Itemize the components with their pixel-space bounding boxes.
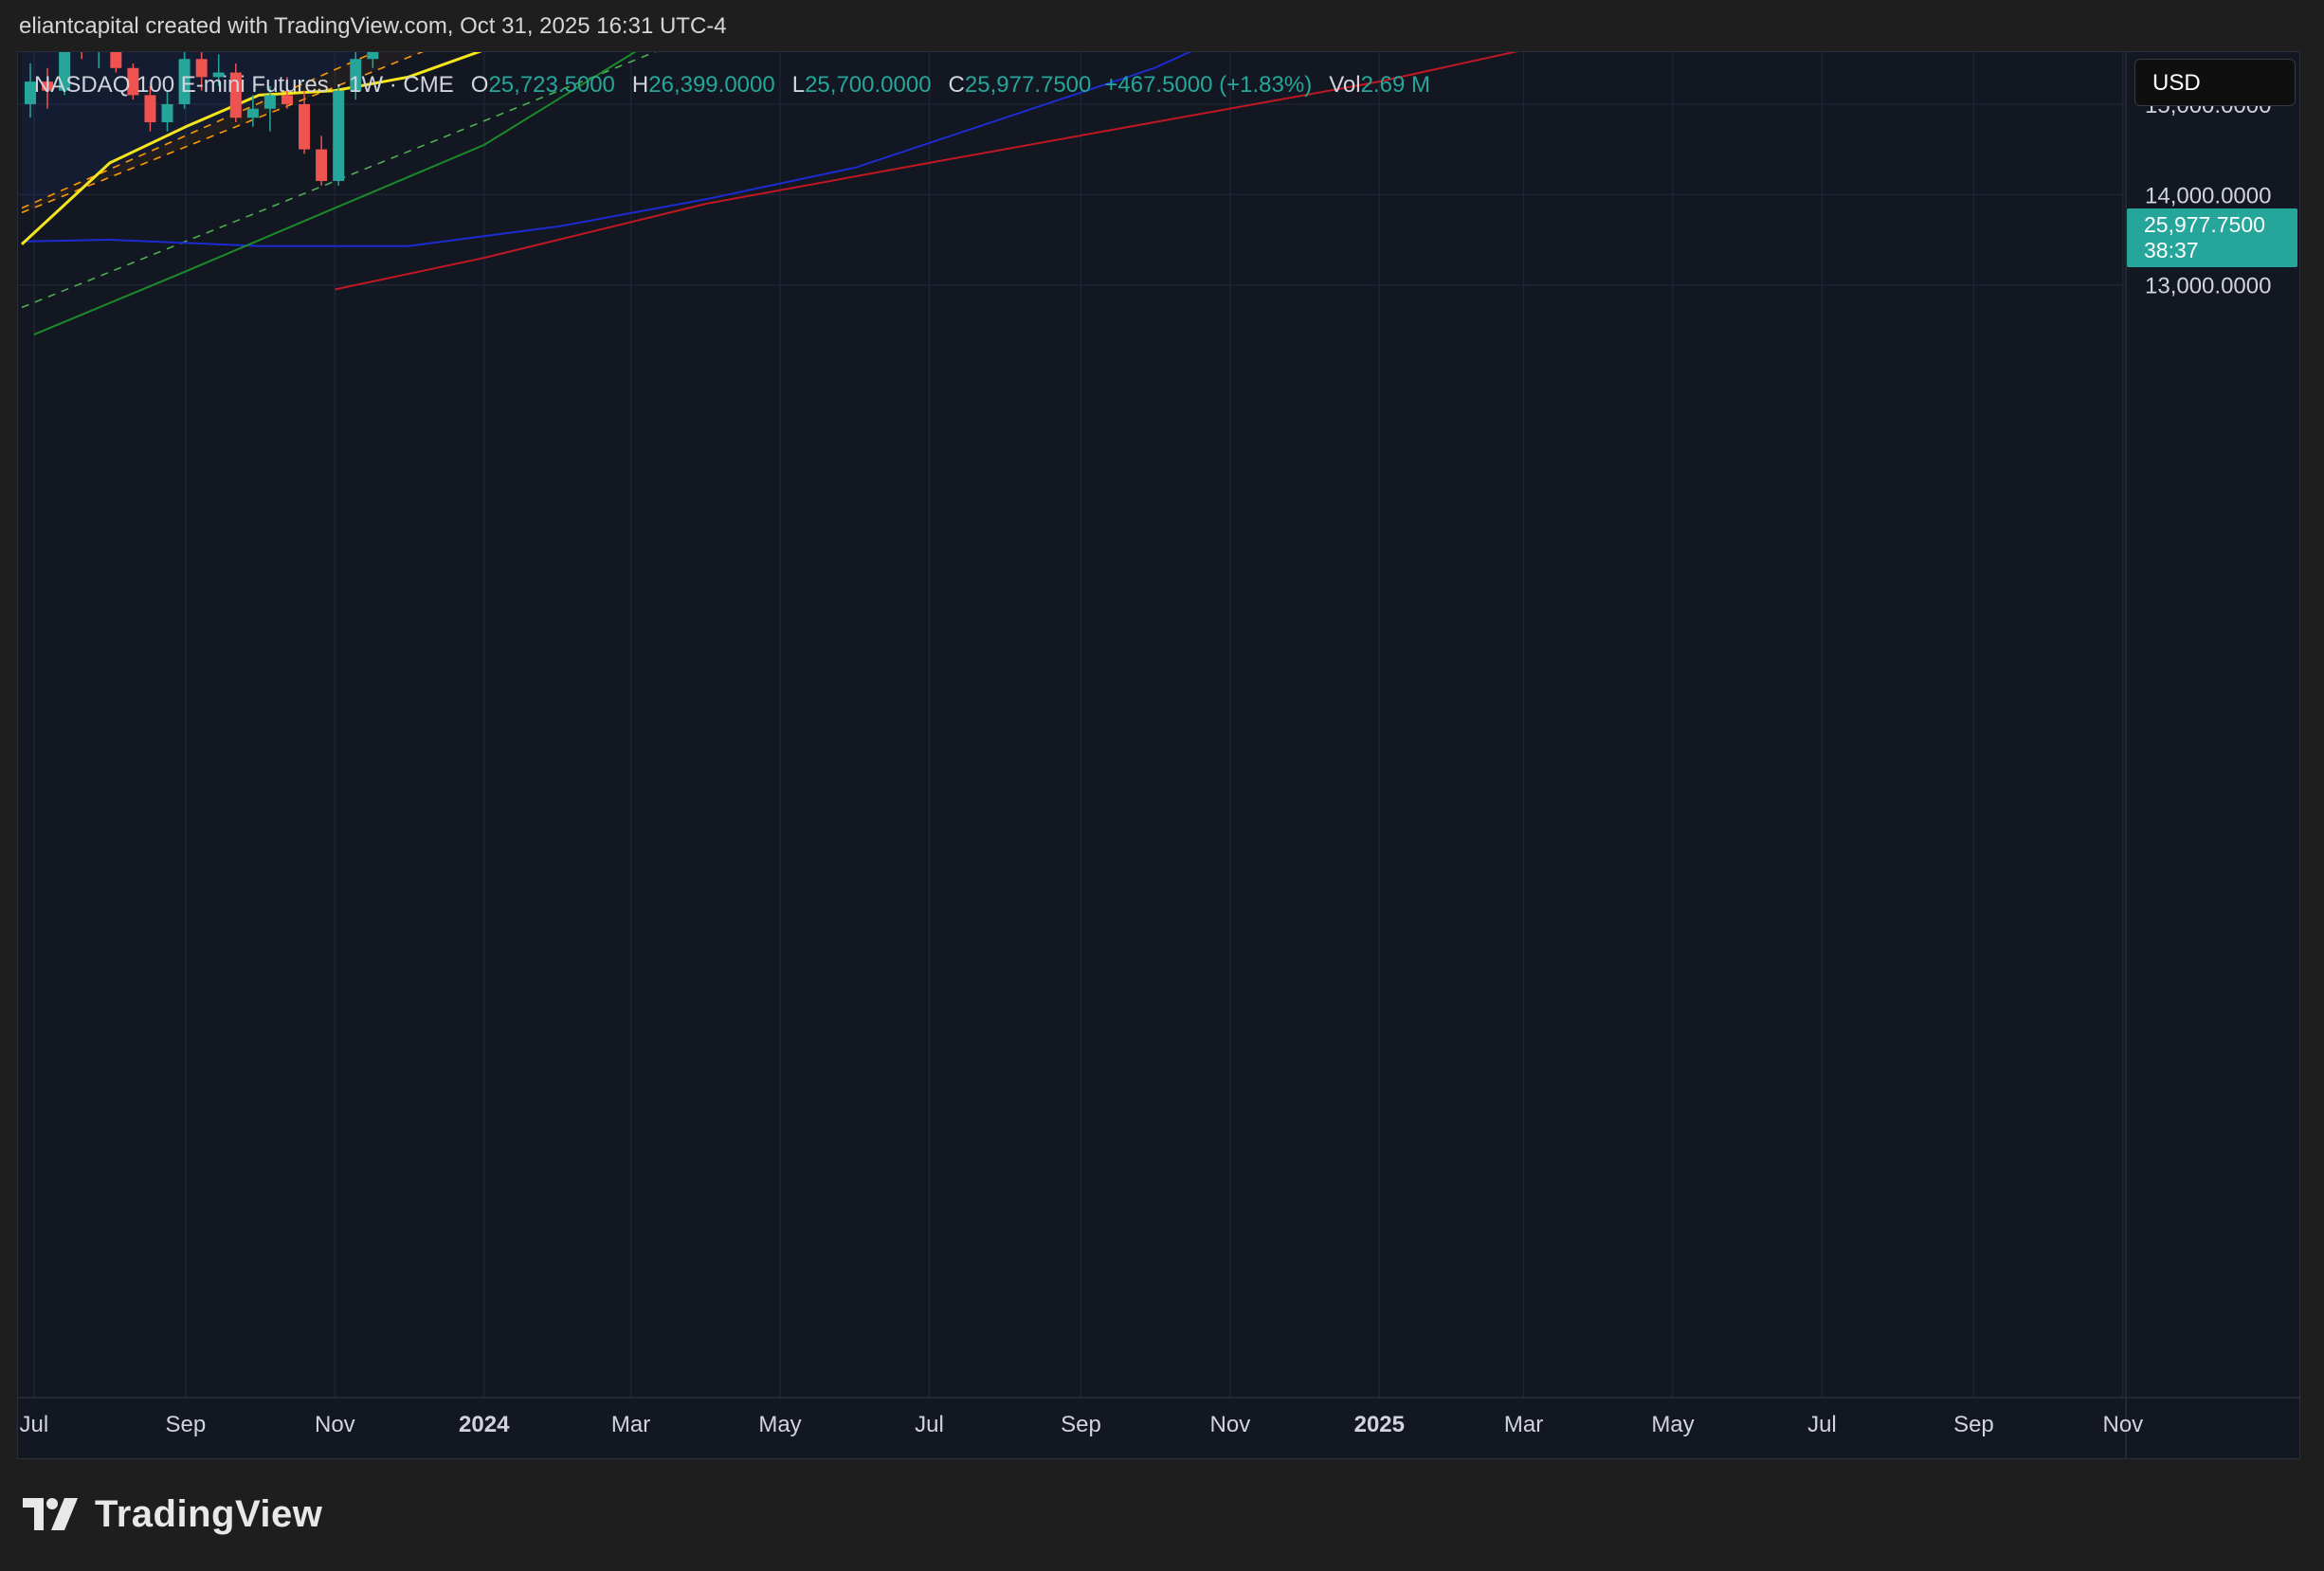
change-value: +467.5000 (+1.83%)	[1104, 72, 1313, 98]
moving-average-line	[33, 52, 637, 336]
candle-body	[178, 59, 191, 104]
x-tick-label: May	[1651, 1412, 1694, 1437]
candle	[367, 52, 379, 68]
candle-body	[367, 52, 379, 60]
candle-body	[281, 95, 293, 104]
open-label: O	[470, 72, 489, 98]
candle-body	[59, 52, 71, 91]
x-tick-label: Nov	[1210, 1412, 1251, 1437]
tradingview-brand[interactable]: TradingView	[23, 1491, 322, 1537]
moving-average-line	[21, 52, 1192, 247]
x-tick-label: Mar	[611, 1412, 650, 1437]
volume-label: Vol	[1329, 72, 1361, 98]
tradingview-logo-icon	[23, 1498, 78, 1530]
candlesticks	[25, 52, 379, 186]
candle-body	[195, 59, 208, 78]
candle	[246, 95, 259, 127]
x-tick-label: Jul	[20, 1412, 49, 1437]
moving-average-line	[20, 52, 482, 245]
candle	[110, 52, 122, 73]
candle-body	[229, 72, 242, 118]
candle	[281, 77, 293, 109]
close-label: C	[948, 72, 965, 98]
time-axis: Jul Sep Nov 2024 Mar May Jul Sep Nov 2025 Mar May Ju…	[20, 1412, 2144, 1437]
last-price-value: 25,977.7500	[2144, 212, 2265, 237]
open-value: 25,723.5000	[488, 72, 615, 98]
candle-body	[350, 59, 362, 91]
x-tick-label: Sep	[1061, 1412, 1101, 1437]
candle-body	[299, 103, 311, 150]
x-tick-label: Jul	[915, 1412, 944, 1437]
x-tick-label: May	[758, 1412, 801, 1437]
x-tick-label: Nov	[315, 1412, 355, 1437]
candle	[161, 90, 173, 132]
candle	[212, 54, 225, 86]
high-value: 26,399.0000	[648, 72, 775, 98]
high-label: H	[631, 72, 649, 98]
x-tick-label: 2024	[459, 1412, 510, 1437]
x-tick-label: Sep	[1953, 1412, 1994, 1437]
candle	[127, 63, 139, 100]
candle-body	[263, 95, 276, 109]
candle-body	[316, 149, 328, 182]
candle-body	[333, 90, 345, 182]
candle	[316, 135, 328, 186]
candle	[263, 85, 276, 132]
y-tick-label: 14,000.0000	[2145, 183, 2271, 208]
x-tick-label: 2025	[1354, 1412, 1405, 1437]
last-price-label: 25,977.7500 38:37	[2127, 208, 2297, 267]
low-label: L	[791, 72, 806, 98]
candle-body	[110, 52, 122, 68]
close-value: 25,977.7500	[964, 72, 1092, 98]
axis-separators	[18, 52, 2299, 1458]
low-value: 25,700.0000	[805, 72, 932, 98]
x-tick-label: Sep	[166, 1412, 207, 1437]
candle	[98, 52, 100, 68]
candle	[299, 90, 311, 154]
chart-pane[interactable]: 27,000.000025,000.000024,000.000023,000.…	[17, 51, 2300, 1459]
candle	[59, 52, 71, 96]
candle	[25, 63, 36, 118]
candle-body	[246, 108, 259, 118]
candle	[350, 52, 362, 100]
symbol-legend: NASDAQ 100 E-mini Futures · 1W · CME O 25…	[34, 68, 1430, 102]
candle	[144, 85, 156, 132]
candle	[229, 63, 242, 123]
candle	[178, 52, 191, 109]
bar-countdown: 38:37	[2144, 238, 2199, 262]
y-tick-label: 13,000.0000	[2145, 274, 2271, 299]
brand-name: TradingView	[95, 1492, 323, 1535]
grid	[18, 52, 2126, 1398]
candle-body	[212, 72, 225, 78]
symbol-name: NASDAQ 100 E-mini Futures · 1W · CME	[34, 72, 454, 98]
x-tick-label: Jul	[1807, 1412, 1837, 1437]
candle-body	[144, 95, 156, 123]
volume-value: 2.69 M	[1360, 72, 1430, 98]
currency-selector[interactable]: USD	[2134, 59, 2296, 106]
price-chart[interactable]: 27,000.000025,000.000024,000.000023,000.…	[18, 52, 2299, 1458]
x-tick-label: Nov	[2102, 1412, 2143, 1437]
candle-body	[161, 103, 173, 123]
candle	[195, 52, 208, 91]
candle-body	[25, 81, 36, 104]
candle-body	[42, 81, 54, 91]
attribution: eliantcapital created with TradingView.c…	[19, 13, 727, 39]
moving-averages	[20, 52, 1518, 336]
candle	[333, 85, 345, 186]
x-tick-label: Mar	[1504, 1412, 1543, 1437]
candle-body	[127, 67, 139, 96]
candle	[42, 67, 54, 109]
moving-average-line	[335, 52, 1518, 291]
